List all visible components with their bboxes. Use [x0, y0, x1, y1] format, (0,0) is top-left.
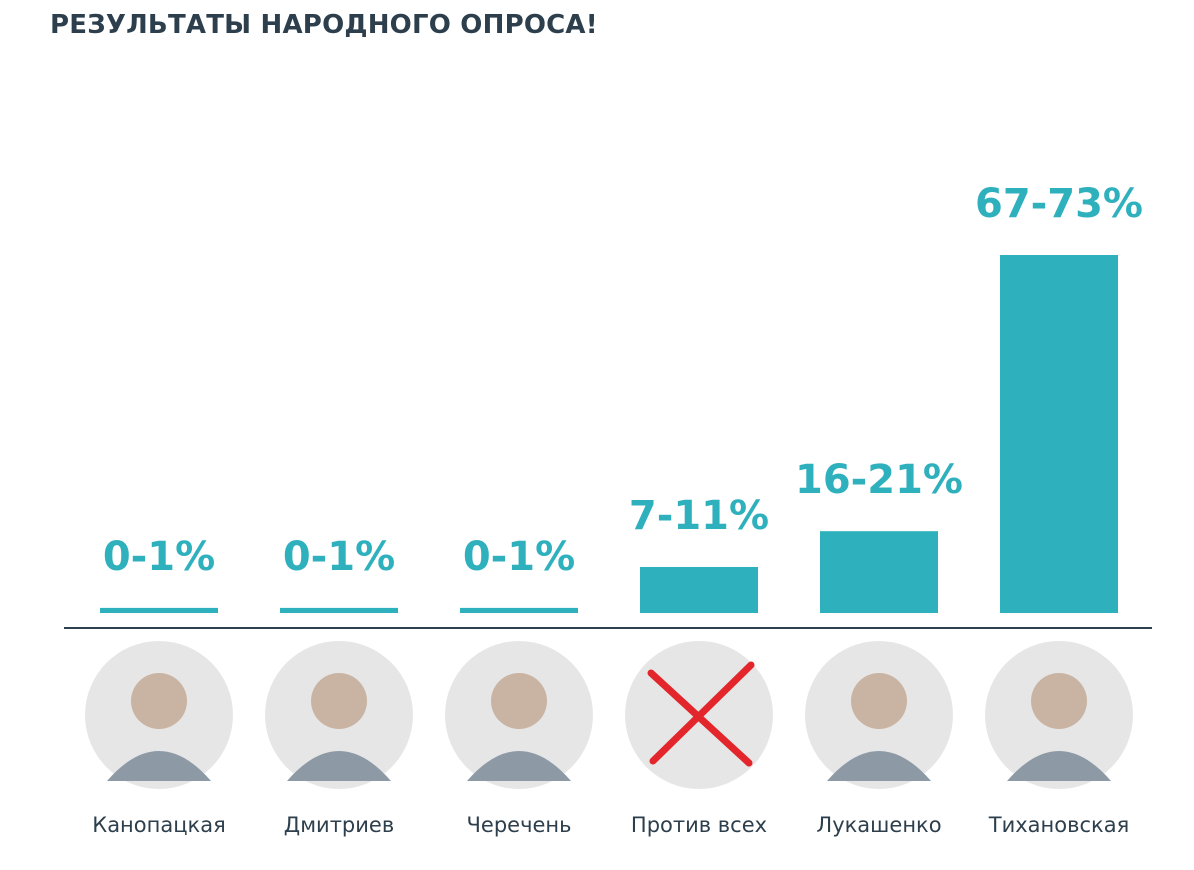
value-label-1: 0-1% — [103, 534, 215, 580]
bar-5 — [820, 531, 938, 613]
chart-title: РЕЗУЛЬТАТЫ НАРОДНОГО ОПРОСА! — [50, 10, 598, 40]
value-label-4: 7-11% — [629, 493, 769, 539]
portrait-head — [1031, 673, 1087, 729]
portrait-head — [491, 673, 547, 729]
portrait-head — [851, 673, 907, 729]
value-label-6: 67-73% — [975, 181, 1143, 227]
bar-1 — [100, 607, 218, 613]
category-label-4: Против всех — [631, 813, 767, 837]
bar-3 — [460, 607, 578, 613]
portrait-head — [131, 673, 187, 729]
portrait-head — [311, 673, 367, 729]
portrait-body — [107, 751, 211, 781]
cross-stroke — [649, 661, 755, 765]
red-cross-icon-4 — [625, 641, 773, 789]
portrait-icon-1 — [85, 641, 233, 789]
category-label-6: Тихановская — [988, 813, 1129, 837]
category-label-2: Дмитриев — [284, 813, 394, 837]
bar-4 — [640, 566, 758, 613]
value-label-3: 0-1% — [463, 534, 575, 580]
portrait-icon-5 — [805, 641, 953, 789]
portrait-body — [287, 751, 391, 781]
portrait-body — [467, 751, 571, 781]
value-label-2: 0-1% — [283, 534, 395, 580]
portrait-icon-6 — [985, 641, 1133, 789]
category-label-3: Черечень — [467, 813, 572, 837]
portrait-body — [827, 751, 931, 781]
category-label-5: Лукашенко — [816, 813, 941, 837]
bar-6 — [1000, 255, 1118, 613]
portrait-icon-3 — [445, 641, 593, 789]
category-label-1: Канопацкая — [92, 813, 225, 837]
portrait-body — [1007, 751, 1111, 781]
value-label-5: 16-21% — [795, 457, 963, 503]
portrait-icon-2 — [265, 641, 413, 789]
bar-2 — [280, 607, 398, 613]
